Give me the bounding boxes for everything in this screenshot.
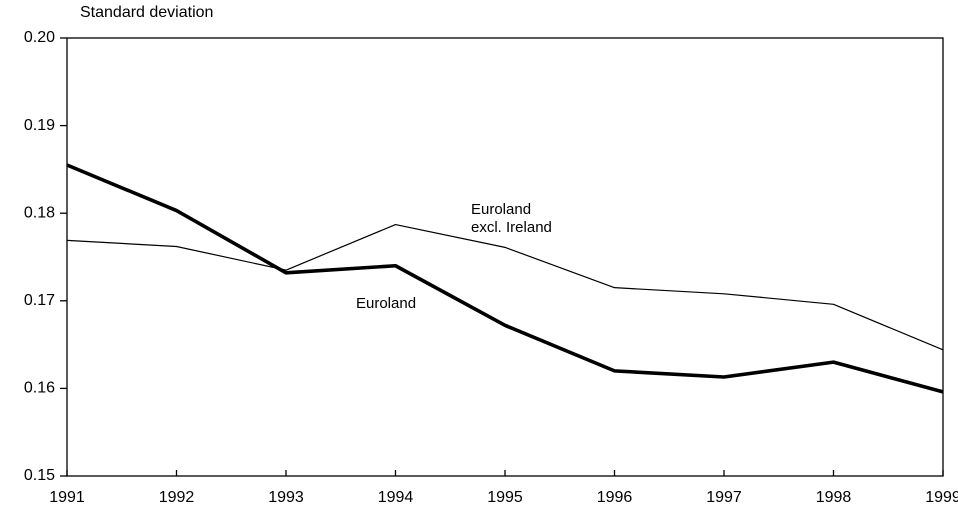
x-tick-label: 1991 bbox=[49, 489, 85, 506]
x-tick-label: 1997 bbox=[706, 489, 742, 506]
x-tick-label: 1999 bbox=[925, 489, 958, 506]
x-tick-label: 1993 bbox=[268, 489, 304, 506]
y-tick-label: 0.16 bbox=[24, 380, 55, 397]
y-tick-label: 0.15 bbox=[24, 467, 55, 484]
x-tick-label: 1995 bbox=[487, 489, 523, 506]
y-tick-label: 0.19 bbox=[24, 117, 55, 134]
x-tick-label: 1996 bbox=[597, 489, 633, 506]
plot-frame bbox=[66, 37, 944, 477]
series-label: Euroland excl. Ireland bbox=[471, 201, 552, 236]
x-tick-label: 1998 bbox=[816, 489, 852, 506]
y-tick-label: 0.18 bbox=[24, 204, 55, 221]
series-line bbox=[66, 163, 944, 394]
y-tick-label: 0.17 bbox=[24, 292, 55, 309]
x-tick-label: 1994 bbox=[378, 489, 414, 506]
x-tick-label: 1992 bbox=[159, 489, 195, 506]
series-line bbox=[66, 223, 944, 351]
series-label: Euroland bbox=[356, 295, 417, 312]
y-axis-title: Standard deviation bbox=[80, 4, 213, 21]
y-tick-label: 0.20 bbox=[24, 29, 55, 46]
